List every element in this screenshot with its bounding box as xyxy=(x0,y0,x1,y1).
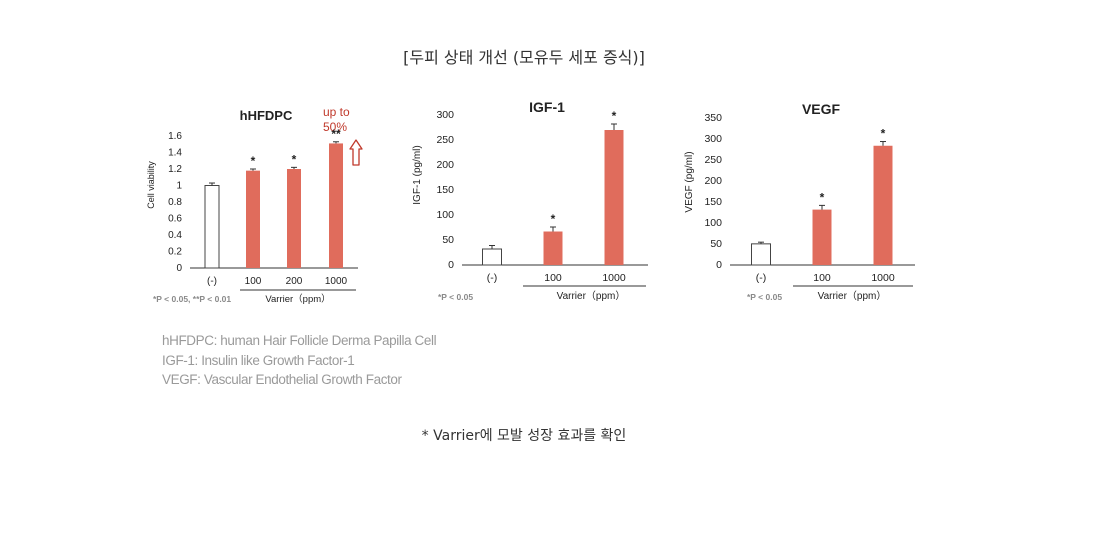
y-tick-label: 1 xyxy=(176,181,182,192)
x-tick-label: (-) xyxy=(487,272,498,284)
y-tick-label: 1.2 xyxy=(168,164,182,175)
y-tick-label: 0.8 xyxy=(168,197,182,208)
page-title: [두피 상태 개선 (모유두 세포 증식)] xyxy=(403,48,645,67)
y-tick-label: 1.6 xyxy=(168,131,182,142)
y-tick-label: 0.6 xyxy=(168,214,182,225)
y-tick-label: 0.4 xyxy=(168,230,182,241)
legend-line: VEGF: Vascular Endothelial Growth Factor xyxy=(162,372,402,387)
y-tick-label: 100 xyxy=(704,217,722,229)
y-tick-label: 0 xyxy=(448,259,454,271)
x-tick-label: (-) xyxy=(756,272,767,284)
y-tick-label: 0 xyxy=(176,263,182,274)
y-tick-label: 250 xyxy=(436,134,454,146)
footer-note: * Varrier에 모발 성장 효과를 확인 xyxy=(421,428,627,444)
bar xyxy=(873,145,893,265)
x-tick-label: 1000 xyxy=(325,276,348,287)
significance-note: *P < 0.05, **P < 0.01 xyxy=(153,294,231,304)
y-tick-label: 250 xyxy=(704,154,722,166)
y-tick-label: 150 xyxy=(704,196,722,208)
bar xyxy=(604,130,624,265)
x-tick-label: 100 xyxy=(813,272,831,284)
significance-marker: * xyxy=(251,154,256,168)
bar xyxy=(329,143,343,268)
y-tick-labels: 0 50 100 150 200 250 300 xyxy=(436,109,454,271)
y-tick-label: 150 xyxy=(436,184,454,196)
significance-marker: * xyxy=(820,190,825,204)
control-bar xyxy=(751,243,771,266)
significance-marker: * xyxy=(612,109,617,123)
chart-hhfdpc: hHFDPC Cell viability 0 0.2 0.4 0.6 0.8 … xyxy=(146,105,363,305)
y-tick-labels: 0 50 100 150 200 250 300 350 xyxy=(704,112,722,271)
bar xyxy=(812,209,832,265)
plot-area: ** xyxy=(751,127,893,266)
chart-vegf: VEGF VEGF (pg/ml) 0 50 100 150 200 250 3… xyxy=(684,101,915,302)
chart-title: hHFDPC xyxy=(240,108,293,123)
y-tick-label: 0.2 xyxy=(168,247,182,258)
bar xyxy=(287,169,301,268)
y-axis-label: Cell viability xyxy=(146,161,156,209)
y-tick-label: 0 xyxy=(716,259,722,271)
x-tick-label: 100 xyxy=(544,272,562,284)
abbreviation-legend: hHFDPC: human Hair Follicle Derma Papill… xyxy=(162,331,437,390)
control-bar xyxy=(204,185,220,269)
x-tick-labels: (-) 100 1000 xyxy=(487,272,626,284)
y-tick-label: 200 xyxy=(436,159,454,171)
legend-line: hHFDPC: human Hair Follicle Derma Papill… xyxy=(162,333,437,348)
y-tick-label: 300 xyxy=(704,133,722,145)
significance-note: *P < 0.05 xyxy=(438,292,473,302)
bar xyxy=(543,231,563,265)
bar xyxy=(246,170,260,268)
x-tick-label: (-) xyxy=(207,276,217,287)
y-tick-label: 200 xyxy=(704,175,722,187)
control-bar xyxy=(482,248,502,266)
significance-note: *P < 0.05 xyxy=(747,292,782,302)
legend-line: IGF-1: Insulin like Growth Factor-1 xyxy=(162,352,355,368)
y-tick-label: 1.4 xyxy=(168,148,182,159)
x-axis-label: Varrier（ppm） xyxy=(818,290,887,302)
up-arrow-icon xyxy=(349,139,363,166)
x-axis-label: Varrier（ppm） xyxy=(557,290,626,302)
y-tick-label: 300 xyxy=(436,109,454,121)
callout-text: up to xyxy=(323,105,350,119)
significance-marker: ** xyxy=(331,127,341,141)
plot-area: * *** xyxy=(204,127,343,269)
x-tick-label: 1000 xyxy=(602,272,626,284)
chart-igf1: IGF-1 IGF-1 (pg/ml) 0 50 100 150 200 250… xyxy=(412,99,648,302)
x-tick-labels: (-) 100 200 1000 xyxy=(207,276,348,287)
chart-title: VEGF xyxy=(802,101,841,117)
y-tick-label: 100 xyxy=(436,209,454,221)
y-tick-labels: 0 0.2 0.4 0.6 0.8 1 1.2 1.4 1.6 xyxy=(168,131,182,274)
plot-area: ** xyxy=(482,109,624,266)
chart-title: IGF-1 xyxy=(529,99,565,115)
y-tick-label: 50 xyxy=(710,238,722,250)
callout-text: 50% xyxy=(323,120,347,134)
significance-marker: * xyxy=(551,212,556,226)
x-tick-label: 100 xyxy=(245,276,262,287)
y-axis-label: VEGF (pg/ml) xyxy=(684,151,695,212)
callout-up-to-50: up to 50% xyxy=(323,105,363,166)
significance-marker: * xyxy=(292,152,297,166)
y-tick-label: 350 xyxy=(704,112,722,124)
y-axis-label: IGF-1 (pg/ml) xyxy=(412,145,423,204)
x-tick-label: 1000 xyxy=(871,272,895,284)
x-tick-label: 200 xyxy=(286,276,303,287)
y-tick-label: 50 xyxy=(442,234,454,246)
x-axis-label: Varrier（ppm） xyxy=(265,293,330,305)
x-tick-labels: (-) 100 1000 xyxy=(756,272,895,284)
significance-marker: * xyxy=(881,127,886,141)
